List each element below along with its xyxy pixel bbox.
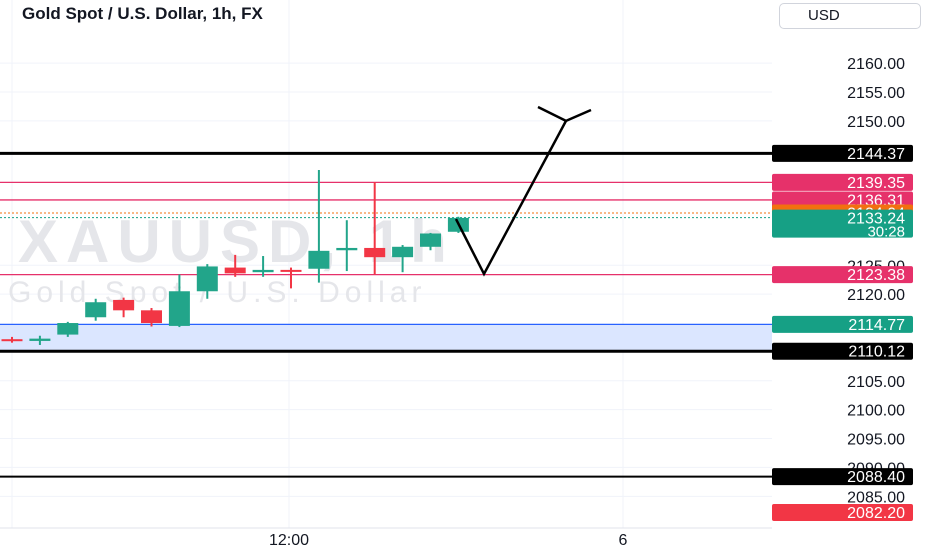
- price-badge: [772, 191, 913, 209]
- candle: [196, 264, 218, 299]
- price-badge-label: 2133.24: [847, 211, 905, 228]
- price-tick-label: 2100.00: [847, 403, 905, 420]
- candle-body: [113, 299, 135, 311]
- candle: [420, 232, 441, 251]
- candle-body: [392, 246, 414, 258]
- arrow-head: [537, 105, 592, 123]
- price-badge: [772, 209, 913, 238]
- price-badge-label: 2110.12: [848, 344, 905, 361]
- price-axis: 2160.002155.002150.002125.002120.002105.…: [847, 56, 905, 506]
- candle-body: [168, 291, 190, 326]
- candle-body: [420, 233, 441, 247]
- candle-body: [57, 323, 79, 335]
- price-badge: [772, 144, 913, 162]
- candle: [280, 267, 302, 289]
- countdown-label: 30:28: [867, 224, 905, 241]
- support-zone: [0, 324, 772, 352]
- candle-body: [336, 247, 358, 251]
- candle-body: [224, 267, 246, 274]
- candle-body: [1, 339, 23, 342]
- currency-selector[interactable]: USD: [779, 3, 921, 29]
- candle: [113, 297, 135, 318]
- price-tick-label: 2150.00: [847, 114, 905, 131]
- candle-body: [308, 250, 330, 269]
- price-badge-label: 2144.37: [847, 146, 905, 163]
- candle: [168, 274, 190, 328]
- price-badge: [772, 173, 913, 191]
- candle: [57, 321, 79, 337]
- candle: [141, 308, 162, 327]
- price-tick-label: 2085.00: [847, 489, 905, 506]
- candle-body: [364, 247, 386, 258]
- chart-grid: [0, 0, 772, 528]
- candle-body: [29, 338, 51, 341]
- price-badge-label: 2123.38: [847, 267, 905, 284]
- price-tick-label: 2095.00: [847, 432, 905, 449]
- candle: [336, 220, 358, 272]
- symbol-title: Gold Spot / U.S. Dollar, 1h, FX: [22, 4, 263, 23]
- candle-body: [252, 269, 274, 273]
- support-zone-fill: [0, 324, 772, 352]
- price-badge-label: 2082.20: [847, 505, 905, 522]
- candle: [252, 256, 274, 277]
- horizontal-levels: [0, 151, 772, 478]
- price-badge: [772, 266, 913, 284]
- price-labels: 2144.372139.352136.312134.042133.2430:28…: [772, 144, 913, 522]
- candle: [224, 254, 246, 277]
- price-tick-label: 2105.00: [847, 374, 905, 391]
- candle: [392, 245, 414, 273]
- candle: [308, 169, 330, 283]
- candle-body: [196, 266, 218, 292]
- price-badge: [772, 342, 913, 360]
- price-badge-label: 2114.77: [848, 317, 905, 334]
- price-badge: [772, 468, 913, 486]
- candle: [364, 182, 386, 275]
- price-tick-label: 2160.00: [847, 56, 905, 73]
- candle: [29, 335, 51, 345]
- time-tick-label: 12:00: [269, 532, 309, 549]
- candle-body: [141, 310, 162, 324]
- candlestick-series: [1, 169, 469, 345]
- candle: [1, 336, 23, 343]
- price-badge-label: 2139.35: [847, 175, 905, 192]
- price-badge-label: 2088.40: [847, 469, 905, 486]
- price-badge: [772, 315, 913, 333]
- candle: [85, 298, 107, 321]
- projection-arrow: [454, 105, 592, 277]
- candle-body: [85, 302, 107, 318]
- price-tick-label: 2120.00: [847, 287, 905, 304]
- price-tick-label: 2155.00: [847, 85, 905, 102]
- price-badge: [772, 503, 913, 521]
- time-tick-label: 6: [619, 532, 628, 549]
- candle-body: [280, 269, 302, 272]
- arrow-path: [454, 120, 568, 277]
- time-axis: 12:00 6: [0, 527, 772, 549]
